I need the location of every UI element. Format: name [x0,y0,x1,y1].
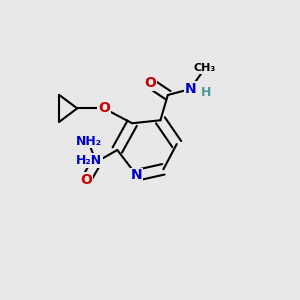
Text: H: H [200,85,211,98]
Text: O: O [144,76,156,90]
Text: O: O [80,173,92,187]
Text: H₂N: H₂N [76,154,102,167]
Text: CH₃: CH₃ [194,63,216,73]
Text: O: O [98,101,110,116]
Text: NH₂: NH₂ [76,135,102,148]
Text: N: N [184,82,196,96]
Text: N: N [131,168,142,182]
